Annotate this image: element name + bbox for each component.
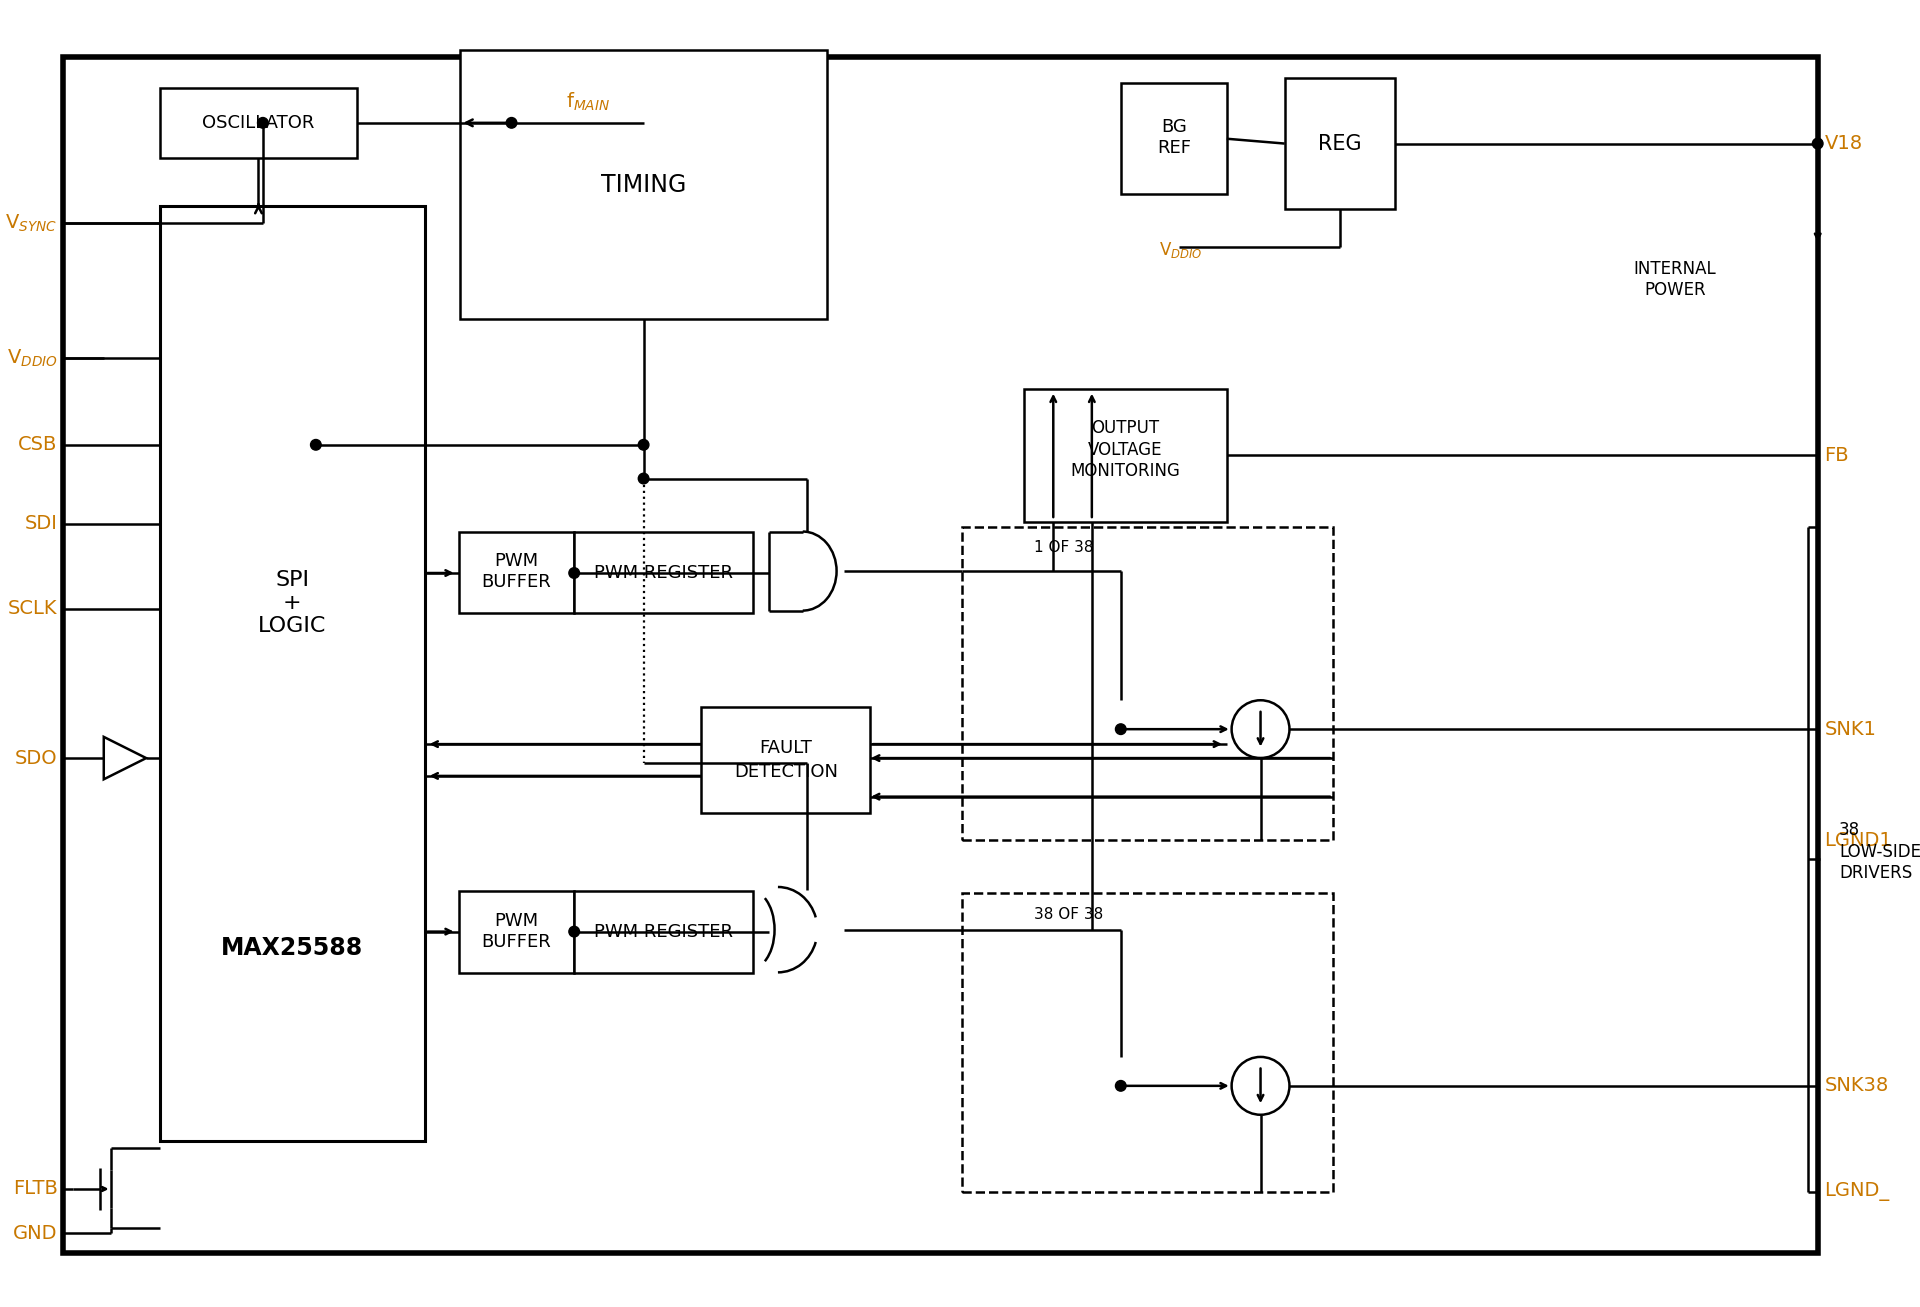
Text: BUFFER: BUFFER bbox=[482, 933, 551, 950]
Text: REF: REF bbox=[1156, 140, 1190, 157]
Text: SCLK: SCLK bbox=[8, 599, 58, 618]
Text: PWM REGISTER: PWM REGISTER bbox=[593, 923, 733, 941]
Text: TIMING: TIMING bbox=[601, 173, 685, 196]
Circle shape bbox=[257, 118, 269, 128]
Text: 38 OF 38: 38 OF 38 bbox=[1035, 907, 1104, 921]
Text: DETECTION: DETECTION bbox=[733, 762, 837, 780]
Text: V$_{DDIO}$: V$_{DDIO}$ bbox=[1160, 240, 1204, 260]
Circle shape bbox=[637, 439, 649, 450]
Text: DRIVERS: DRIVERS bbox=[1839, 864, 1912, 882]
Text: SNK1: SNK1 bbox=[1824, 720, 1876, 738]
Circle shape bbox=[507, 118, 516, 128]
Circle shape bbox=[1116, 1081, 1125, 1091]
Text: POWER: POWER bbox=[1644, 281, 1705, 299]
FancyBboxPatch shape bbox=[1284, 78, 1396, 209]
Text: LGND1: LGND1 bbox=[1824, 830, 1893, 850]
Circle shape bbox=[1812, 139, 1822, 149]
Text: MAX25588: MAX25588 bbox=[221, 936, 363, 961]
Text: V$_{DDIO}$: V$_{DDIO}$ bbox=[8, 348, 58, 369]
Circle shape bbox=[568, 567, 580, 578]
Text: GND: GND bbox=[13, 1223, 58, 1243]
Text: FLTB: FLTB bbox=[13, 1179, 58, 1199]
Circle shape bbox=[311, 439, 321, 450]
FancyBboxPatch shape bbox=[1025, 389, 1227, 521]
FancyBboxPatch shape bbox=[459, 891, 574, 972]
Text: f$_{MAIN}$: f$_{MAIN}$ bbox=[566, 90, 611, 112]
FancyBboxPatch shape bbox=[159, 88, 357, 158]
Text: PWM: PWM bbox=[493, 552, 538, 570]
Text: CSB: CSB bbox=[17, 435, 58, 455]
FancyBboxPatch shape bbox=[63, 58, 1818, 1252]
Text: 38: 38 bbox=[1839, 821, 1860, 839]
Text: VOLTAGE: VOLTAGE bbox=[1089, 440, 1164, 459]
Circle shape bbox=[568, 927, 580, 937]
Text: PWM: PWM bbox=[493, 911, 538, 929]
Text: LOGIC: LOGIC bbox=[257, 616, 326, 637]
FancyBboxPatch shape bbox=[159, 205, 424, 1141]
Text: SDI: SDI bbox=[25, 515, 58, 533]
Text: SDO: SDO bbox=[15, 749, 58, 767]
Circle shape bbox=[637, 473, 649, 484]
Text: REG: REG bbox=[1319, 133, 1361, 153]
Text: V$_{SYNC}$: V$_{SYNC}$ bbox=[6, 213, 58, 234]
Text: INTERNAL: INTERNAL bbox=[1634, 260, 1716, 278]
Text: MONITORING: MONITORING bbox=[1071, 461, 1181, 480]
Text: LOW-SIDE: LOW-SIDE bbox=[1839, 843, 1920, 860]
FancyBboxPatch shape bbox=[701, 707, 870, 813]
FancyBboxPatch shape bbox=[461, 50, 828, 319]
Text: 1 OF 38: 1 OF 38 bbox=[1035, 541, 1094, 555]
Text: OUTPUT: OUTPUT bbox=[1091, 420, 1160, 438]
Text: LGND_: LGND_ bbox=[1824, 1183, 1889, 1201]
Text: FB: FB bbox=[1824, 446, 1849, 465]
Text: OSCILLATOR: OSCILLATOR bbox=[202, 114, 315, 132]
Text: FAULT: FAULT bbox=[758, 740, 812, 758]
Text: SNK38: SNK38 bbox=[1824, 1077, 1889, 1095]
Text: BG: BG bbox=[1162, 118, 1187, 136]
Text: V18: V18 bbox=[1824, 135, 1862, 153]
Text: SPI: SPI bbox=[275, 570, 309, 589]
Text: BUFFER: BUFFER bbox=[482, 574, 551, 591]
FancyBboxPatch shape bbox=[1121, 84, 1227, 195]
Text: PWM REGISTER: PWM REGISTER bbox=[593, 563, 733, 582]
FancyBboxPatch shape bbox=[574, 532, 753, 613]
FancyBboxPatch shape bbox=[574, 891, 753, 972]
FancyBboxPatch shape bbox=[459, 532, 574, 613]
Circle shape bbox=[1116, 724, 1125, 735]
Text: +: + bbox=[282, 593, 301, 613]
